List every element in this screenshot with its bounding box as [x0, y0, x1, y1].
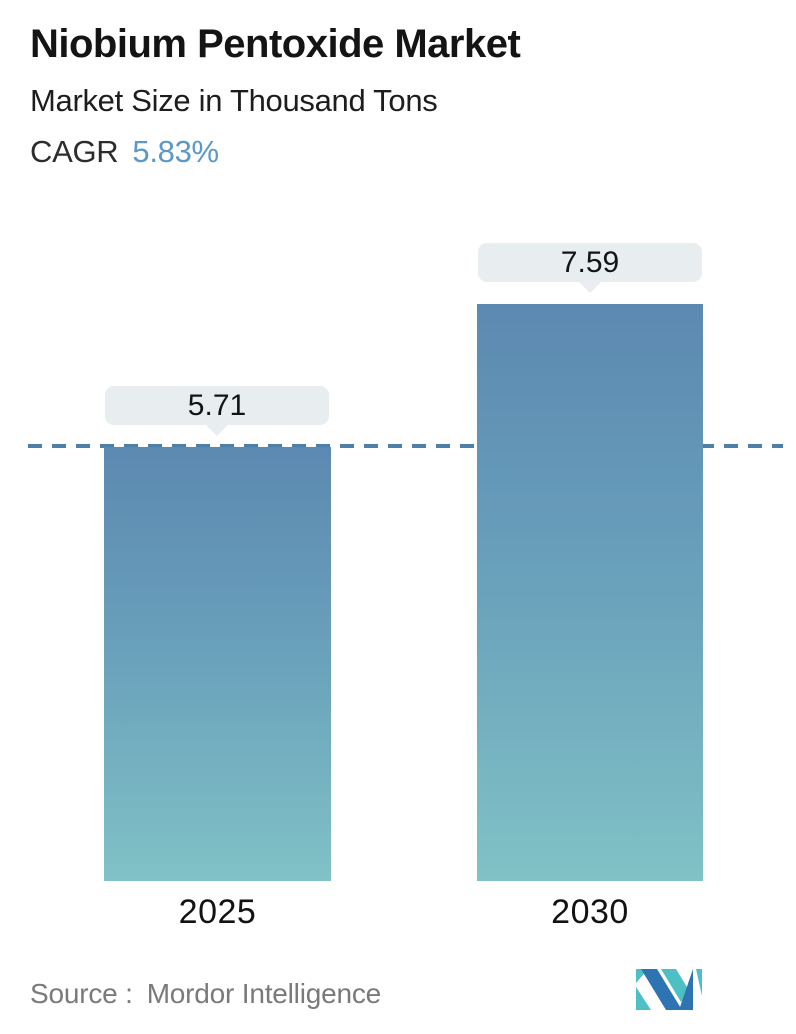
bar-2025[interactable]: [104, 447, 331, 881]
logo-teal-middle-band: [661, 969, 690, 1002]
bar-2030[interactable]: [477, 304, 703, 881]
source-label: Source :: [30, 978, 133, 1009]
value-label-2030: 7.59: [560, 246, 620, 279]
logo-teal-bottom-left-triangle: [636, 987, 651, 1010]
page-title: Niobium Pentoxide Market: [30, 22, 521, 66]
mordor-intelligence-logo: [636, 969, 702, 1010]
logo-teal-right-triangle: [696, 969, 702, 996]
value-callout-2030: 7.59: [478, 243, 702, 293]
cagr-label: CAGR: [30, 134, 119, 169]
logo-blue-diagonal-band: [641, 969, 682, 1010]
cagr-row: CAGR 5.83%: [30, 134, 219, 170]
logo-blue-right-stroke: [679, 969, 693, 1010]
value-label-2025: 5.71: [187, 389, 247, 422]
value-callout-2025: 5.71: [105, 386, 329, 436]
x-axis-label-2025: 2025: [178, 893, 257, 931]
x-axis-label-2030: 2030: [551, 893, 629, 931]
callout-pointer: [578, 281, 602, 293]
chart-subtitle: Market Size in Thousand Tons: [30, 83, 438, 118]
callout-pointer: [205, 424, 229, 436]
baseline-dashed-line: [28, 444, 783, 448]
cagr-value: 5.83%: [132, 134, 219, 169]
source-row: Source : Mordor Intelligence: [30, 978, 381, 1010]
source-value: Mordor Intelligence: [146, 978, 382, 1009]
